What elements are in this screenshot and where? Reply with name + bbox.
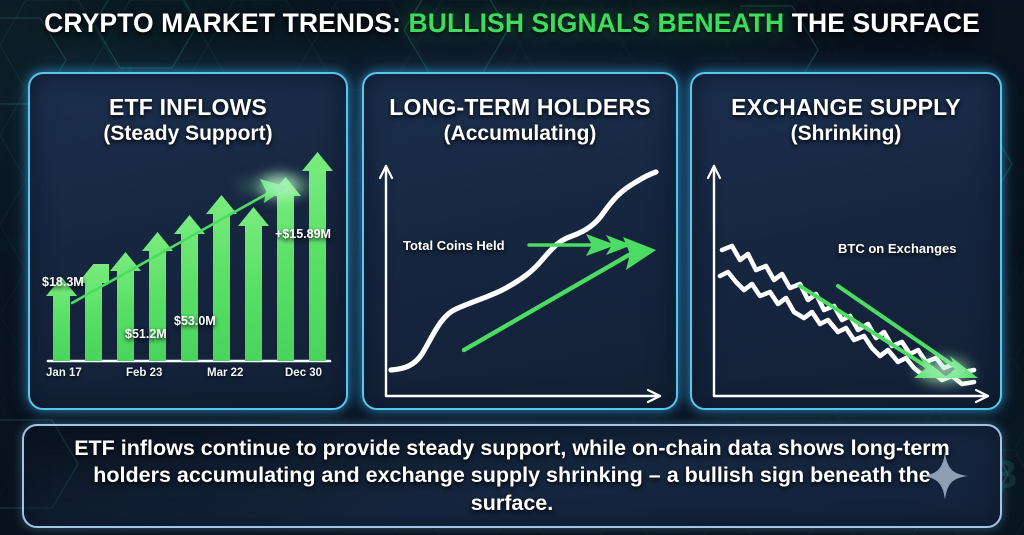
exchange-axes <box>706 164 990 404</box>
summary-text: ETF inflows continue to provide steady s… <box>74 436 950 515</box>
panel-3-subtitle: (Shrinking) <box>790 122 902 145</box>
exchange-trend-arrows <box>798 284 978 383</box>
title-part-2: THE SURFACE <box>784 8 980 38</box>
etf-value-label-highlight: +$15.89M <box>275 227 331 241</box>
etf-xtick-3: Mar 22 <box>207 367 244 379</box>
etf-xtick-4: Dec 30 <box>285 367 323 379</box>
long-term-holders-chart: Total Coins Held <box>364 74 676 408</box>
holders-white-curve <box>388 169 659 373</box>
exchange-series-label: BTC on Exchanges <box>838 241 957 256</box>
exchange-supply-chart: BTC on Exchanges <box>692 74 1000 408</box>
holders-axes <box>378 164 662 404</box>
etf-value-label-1: $18.3M <box>42 275 84 289</box>
etf-bar-chart-svg <box>46 152 333 363</box>
etf-value-label-3: $53.0M <box>174 314 216 328</box>
exchange-line-chart-svg <box>706 164 990 404</box>
exchange-white-line-upper <box>719 243 977 375</box>
etf-trend-arrow <box>70 175 324 305</box>
etf-xtick-2: Feb 23 <box>126 367 163 379</box>
summary-banner: ETF inflows continue to provide steady s… <box>22 424 1002 528</box>
panel-exchange-supply: EXCHANGE SUPPLY (Shrinking) <box>690 72 1002 410</box>
panel-3-title: EXCHANGE SUPPLY <box>731 94 961 120</box>
panel-2-title: LONG-TERM HOLDERS <box>389 94 651 120</box>
etf-inflows-chart: $18.3M $51.2M $53.0M +$15.89M Jan 17 Feb… <box>30 74 346 408</box>
panel-1-subtitle: (Steady Support) <box>103 122 273 145</box>
page-title: CRYPTO MARKET TRENDS: BULLISH SIGNALS BE… <box>0 8 1024 39</box>
title-highlight: BULLISH SIGNALS BENEATH <box>408 8 785 38</box>
holders-series-label: Total Coins Held <box>403 238 505 253</box>
panel-long-term-holders: LONG-TERM HOLDERS (Accumulating) <box>362 72 678 410</box>
panel-etf-inflows: ETF INFLOWS (Steady Support) <box>28 72 348 410</box>
panel-1-title: ETF INFLOWS <box>108 94 268 120</box>
holders-line-chart-svg <box>378 164 662 404</box>
etf-bars <box>46 152 333 361</box>
panel-2-subtitle: (Accumulating) <box>443 122 597 145</box>
title-part-1: CRYPTO MARKET TRENDS: <box>44 8 409 38</box>
etf-xtick-1: Jan 17 <box>46 367 82 379</box>
total-coins-held-arrow-icon <box>527 234 632 256</box>
etf-value-label-2: $51.2M <box>125 327 167 341</box>
